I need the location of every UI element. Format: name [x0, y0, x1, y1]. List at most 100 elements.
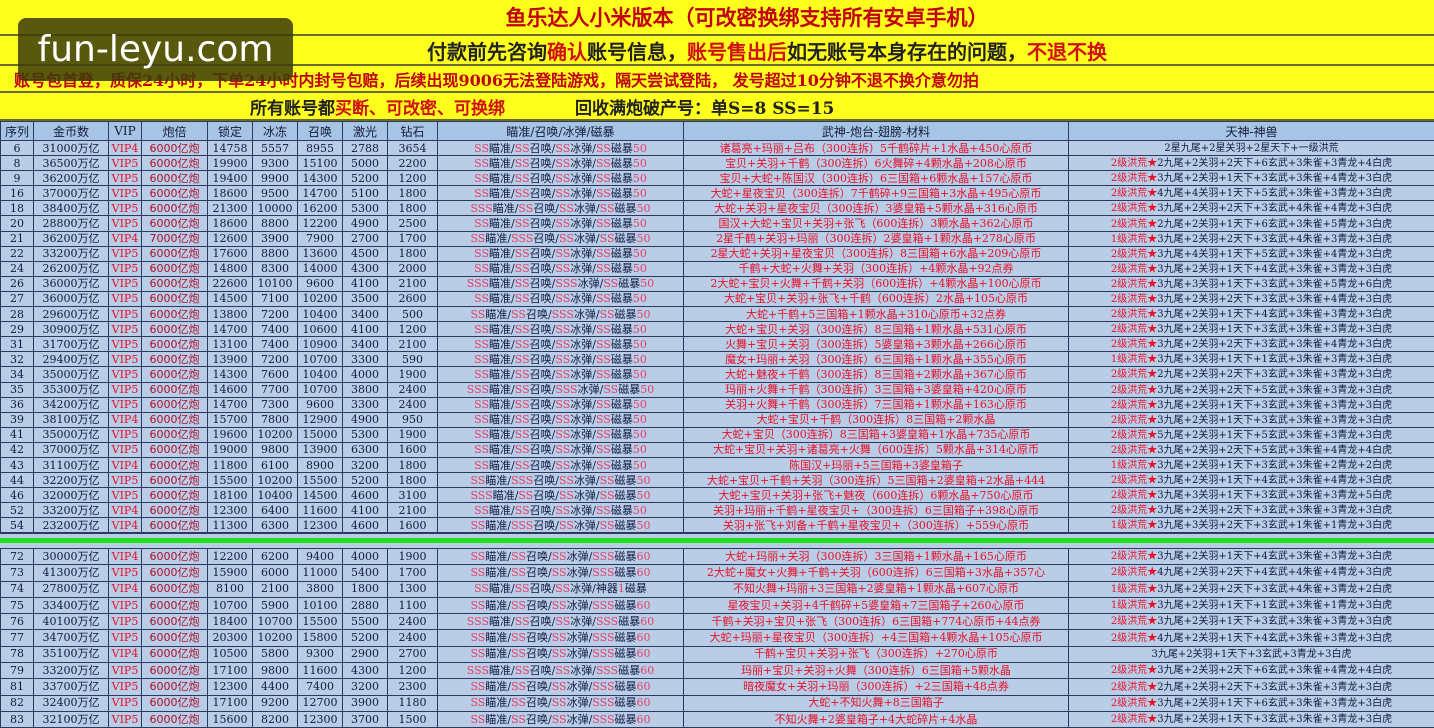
freeze-text: 8800: [261, 217, 289, 231]
cell-freeze: 7200: [252, 306, 298, 323]
table-row[interactable]: 32 29400万亿 VIP5 6000亿炮 13900 7200 10700 3300 590…: [0, 351, 1434, 368]
laser-text: 5300: [351, 201, 379, 215]
table-row[interactable]: 74 27800万亿 VIP4 6000亿炮 8100 2100 3800 1800 1300 S…: [0, 580, 1434, 598]
table-row[interactable]: 27 36000万亿 VIP5 6000亿炮 14500 7100 10200 3500 260…: [0, 290, 1434, 308]
gods-text: 2级洪荒★3九尾+2关羽+2天下+3玄武+3朱雀+4青龙+3白虎: [1110, 339, 1393, 351]
table-row[interactable]: 41 35000万亿 VIP5 6000亿炮 19600 10200 15000 5300 19…: [0, 426, 1434, 443]
table-row[interactable]: 18 38400万亿 VIP5 6000亿炮 21300 10000 16200 5300 18…: [0, 200, 1434, 217]
cell-row-id: 42: [0, 441, 34, 458]
cell-freeze: 3900: [252, 230, 298, 247]
table-row[interactable]: 72 30000万亿 VIP4 6000亿炮 12200 6200 9400 4000 1900…: [0, 547, 1434, 566]
cell-diamond: 2700: [387, 645, 438, 664]
table-row[interactable]: 34 35000万亿 VIP5 6000亿炮 14300 7600 10400 4000 190…: [0, 366, 1434, 383]
table-row[interactable]: 54 23200万亿 VIP4 6000亿炮 11300 6300 12300 4600 160…: [0, 517, 1434, 534]
diamond-text: 2400: [398, 383, 427, 397]
table-row[interactable]: 73 41300万亿 VIP5 6000亿炮 15900 6000 11000 5400 170…: [0, 564, 1434, 582]
cell-weapons: 不知火舞+2婆皇箱子+4大蛇碎片+4水晶: [683, 710, 1069, 728]
cell-diamond: 3100: [387, 487, 438, 504]
table-row[interactable]: 81 33700万亿 VIP5 6000亿炮 12300 4400 7400 3200 2300…: [0, 678, 1434, 696]
row-id-text: 27: [10, 292, 24, 306]
table-row[interactable]: 52 33200万亿 VIP4 6000亿炮 12300 6400 11600 4100 210…: [0, 502, 1434, 519]
table-row[interactable]: 29 30900万亿 VIP5 6000亿炮 14700 7400 10600 4100 120…: [0, 321, 1434, 338]
freeze-text: 9200: [261, 696, 289, 710]
table-row[interactable]: 20 28800万亿 VIP5 6000亿炮 18600 8800 12200 4900 250…: [0, 215, 1434, 232]
lock-text: 14758: [212, 141, 248, 155]
cell-cannon: 6000亿炮: [141, 381, 208, 398]
cell-skills: SS瞄准/SS召唤/SS冰弹/SS磁暴50: [437, 139, 684, 157]
cell-summon: 8900: [297, 456, 343, 474]
cell-lock: 17100: [207, 662, 253, 680]
table-row[interactable]: 35 35300万亿 VIP5 6000亿炮 14600 7700 10700 3800 240…: [0, 381, 1434, 398]
table-row[interactable]: 36 34200万亿 VIP5 6000亿炮 14700 7300 9600 3300 2400…: [0, 396, 1434, 413]
cell-vip: VIP4: [108, 411, 142, 428]
cell-summon: 14500: [297, 487, 343, 504]
cell-laser: 4000: [342, 547, 388, 566]
cell-summon: 12200: [297, 215, 343, 232]
cell-weapons: 大蛇+玛丽+关羽（300连拆）3三国箱+1颗水晶+165心原币: [683, 547, 1069, 566]
skills-text: SS瞄准/SS召唤/SS冰弹/SSS磁暴60: [470, 549, 651, 563]
weapons-text: 千鹤+宝贝+关羽+张飞（300连拆）+270心原币: [754, 647, 998, 661]
lock-text: 8100: [216, 582, 244, 596]
table-row[interactable]: 42 37000万亿 VIP5 6000亿炮 19000 9800 13900 6300 160…: [0, 441, 1434, 458]
table-row[interactable]: 75 33400万亿 VIP5 6000亿炮 10700 5900 10100 2880 110…: [0, 596, 1434, 615]
freeze-text: 5900: [261, 598, 289, 612]
summon-text: 14000: [302, 262, 338, 276]
cannon-text: 6000亿炮: [149, 352, 200, 366]
laser-text: 3400: [351, 337, 379, 351]
table-row[interactable]: 26 36000万亿 VIP5 6000亿炮 22600 10100 9600 4100 210…: [0, 275, 1434, 292]
diamond-text: 2100: [398, 277, 427, 291]
cell-diamond: 2100: [387, 336, 438, 353]
table-row[interactable]: 78 35100万亿 VIP4 6000亿炮 10500 5800 9300 2900 2700…: [0, 645, 1434, 664]
column-header-lock: 锁定: [207, 121, 253, 141]
table-row[interactable]: 44 32200万亿 VIP5 6000亿炮 15500 10200 15500 5200 18…: [0, 472, 1434, 489]
table-row[interactable]: 16 37000万亿 VIP5 6000亿炮 18600 9500 14700 5100 180…: [0, 185, 1434, 202]
cell-vip: VIP5: [108, 366, 142, 383]
table-row[interactable]: 77 34700万亿 VIP5 6000亿炮 20300 10200 15800 5200 24…: [0, 629, 1434, 647]
gods-text: 2级洪荒★3九尾+2关羽+1天下+4玄武+3朱雀+3青龙+3白虎: [1110, 551, 1393, 563]
gods-text: 2级洪荒★3九尾+2关羽+1天下+4玄武+3朱雀+4青龙+3白虎: [1110, 475, 1393, 487]
row-id-text: 31: [10, 337, 24, 351]
table-row[interactable]: 31 31700万亿 VIP5 6000亿炮 13100 7400 10900 3400 210…: [0, 336, 1434, 353]
cell-row-id: 21: [0, 230, 34, 247]
weapons-text: 关羽+张飞+刘备+千鹤+星夜宝贝+（300连拆）+559心原币: [722, 518, 1030, 532]
table-row[interactable]: 21 36200万亿 VIP4 7000亿炮 12600 3900 7900 2700 1700…: [0, 230, 1434, 247]
cannon-text: 6000亿炮: [149, 582, 200, 596]
coins-text: 27800万亿: [42, 582, 100, 596]
weapons-text: 玛丽+火舞+千鹤（300连拆）3三国箱+3婆皇箱+420心原币: [725, 383, 1027, 397]
skills-text: SS瞄准/SS召唤/SS冰弹/SS磁暴50: [474, 352, 647, 366]
cell-skills: SS瞄准/SS召唤/SS冰弹/神器1磁暴: [437, 580, 684, 598]
table-row[interactable]: 6 31000万亿 VIP4 6000亿炮 14758 5557 8955 2788 3654 S…: [0, 139, 1434, 157]
cell-laser: 3300: [342, 396, 388, 413]
table-row[interactable]: 82 32400万亿 VIP5 6000亿炮 17100 9200 12700 3900 118…: [0, 694, 1434, 712]
weapons-text: 大蛇+千鹤+5三国箱+1颗水晶+310心原币+32点券: [745, 307, 1007, 321]
cell-gods: 1级洪荒★3九尾+3关羽+1天下+1玄武+3朱雀+3青龙+3白虎: [1068, 351, 1434, 368]
cell-coins: 31100万亿: [33, 456, 109, 474]
cell-weapons: 星夜宝贝+关羽+4千鹤碎+5婆皇箱+7三国箱子+260心原币: [683, 596, 1069, 615]
row-id-text: 82: [10, 696, 24, 710]
freeze-text: 10700: [257, 614, 293, 628]
cell-freeze: 8300: [252, 260, 298, 277]
table-row[interactable]: 79 33200万亿 VIP5 6000亿炮 17100 9800 11600 4300 120…: [0, 662, 1434, 680]
cell-diamond: 2500: [387, 215, 438, 232]
freeze-text: 6200: [261, 549, 289, 563]
table-row[interactable]: 83 32100万亿 VIP5 6000亿炮 15600 8200 12300 3700 150…: [0, 710, 1434, 728]
table-row[interactable]: 8 36500万亿 VIP5 6000亿炮 19900 9300 15100 5000 2200…: [0, 155, 1434, 172]
table-row[interactable]: 39 38100万亿 VIP4 6000亿炮 15700 7800 12900 4900 950…: [0, 411, 1434, 428]
cell-lock: 12300: [207, 502, 253, 519]
freeze-text: 6400: [261, 503, 289, 517]
cell-freeze: 10200: [252, 629, 298, 647]
skills-text: SS瞄准/SS召唤/SS冰弹/SS磁暴50: [474, 262, 647, 276]
table-row[interactable]: 76 40100万亿 VIP5 6000亿炮 18400 10700 15500 5500 24…: [0, 613, 1434, 631]
cell-summon: 15100: [297, 155, 343, 172]
table-row[interactable]: 46 32000万亿 VIP5 6000亿炮 18100 10400 14500 4600 31…: [0, 487, 1434, 504]
skills-text: SS瞄准/SS召唤/SSS冰弹/SS磁暴50: [470, 307, 651, 321]
lock-text: 13100: [212, 337, 248, 351]
table-row[interactable]: 28 29600万亿 VIP5 6000亿炮 13800 7200 10400 3400 500…: [0, 306, 1434, 323]
lock-text: 19900: [212, 156, 248, 170]
cell-row-id: 76: [0, 613, 34, 631]
table-row[interactable]: 22 33200万亿 VIP5 6000亿炮 17600 8800 13600 4500 180…: [0, 245, 1434, 262]
table-row[interactable]: 24 26200万亿 VIP5 6000亿炮 14800 8300 14000 4300 200…: [0, 260, 1434, 277]
table-row[interactable]: 9 36200万亿 VIP5 6000亿炮 19400 9900 14300 5200 1200…: [0, 170, 1434, 187]
cell-gods: 2级洪荒★3九尾+2关羽+2天下+5玄武+3朱雀+4青龙+4白虎: [1068, 441, 1434, 458]
table-row[interactable]: 43 31100万亿 VIP4 6000亿炮 11800 6100 8900 3200 1800…: [0, 456, 1434, 474]
